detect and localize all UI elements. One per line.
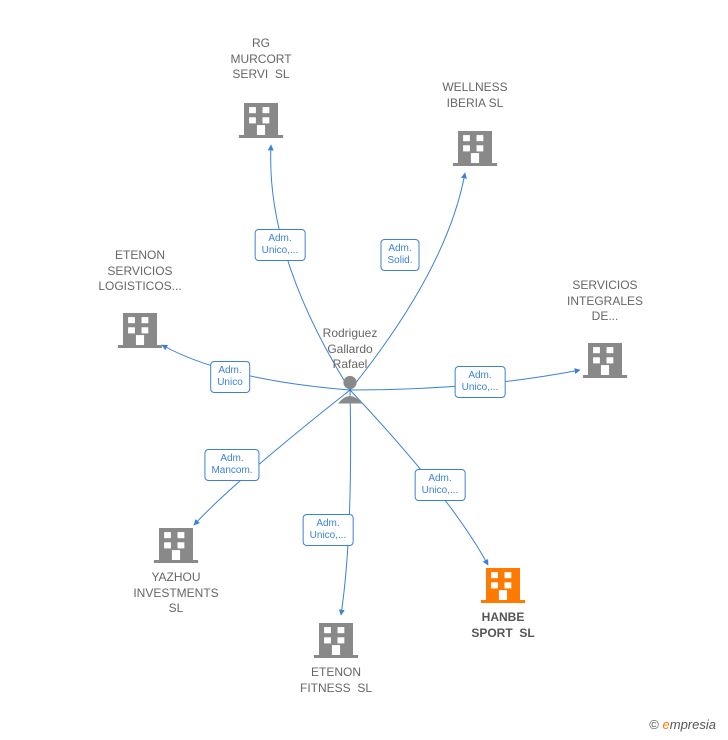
node-label: ETENON SERVICIOS LOGISTICOS... [98,248,181,295]
edge-label: Adm. Unico,... [303,514,354,546]
node-label: RG MURCORT SERVI SL [230,36,291,83]
copyright-brand: empresia [663,717,716,732]
node-label: SERVICIOS INTEGRALES DE... [567,278,643,325]
node-label: HANBE SPORT SL [471,610,534,641]
node-label: WELLNESS IBERIA SL [442,80,507,111]
node-label: ETENON FITNESS SL [300,665,372,696]
node-label: Rodriguez Gallardo Rafael [323,326,378,373]
copyright-symbol: © [649,717,659,732]
edge-label: Adm. Unico [210,361,250,393]
edge-label: Adm. Unico,... [255,229,306,261]
copyright: © empresia [649,717,716,732]
edge-label: Adm. Solid. [380,239,419,271]
edge-label: Adm. Mancom. [204,449,259,481]
edge-label: Adm. Unico,... [415,469,466,501]
node-label: YAZHOU INVESTMENTS SL [133,570,218,617]
edge-label: Adm. Unico,... [455,366,506,398]
